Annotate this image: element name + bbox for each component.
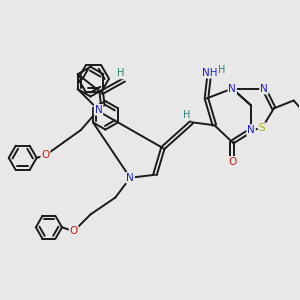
Text: H: H <box>218 65 225 75</box>
Text: H: H <box>184 110 191 120</box>
Text: N: N <box>126 173 134 183</box>
Text: N: N <box>94 105 102 115</box>
Text: N: N <box>260 84 268 94</box>
Text: N: N <box>247 125 255 135</box>
Text: O: O <box>41 150 50 160</box>
Text: N: N <box>228 84 236 94</box>
Text: O: O <box>70 226 78 236</box>
Text: H: H <box>117 68 124 78</box>
Text: O: O <box>228 157 236 167</box>
Text: NH: NH <box>202 68 217 78</box>
Text: S: S <box>259 123 265 133</box>
